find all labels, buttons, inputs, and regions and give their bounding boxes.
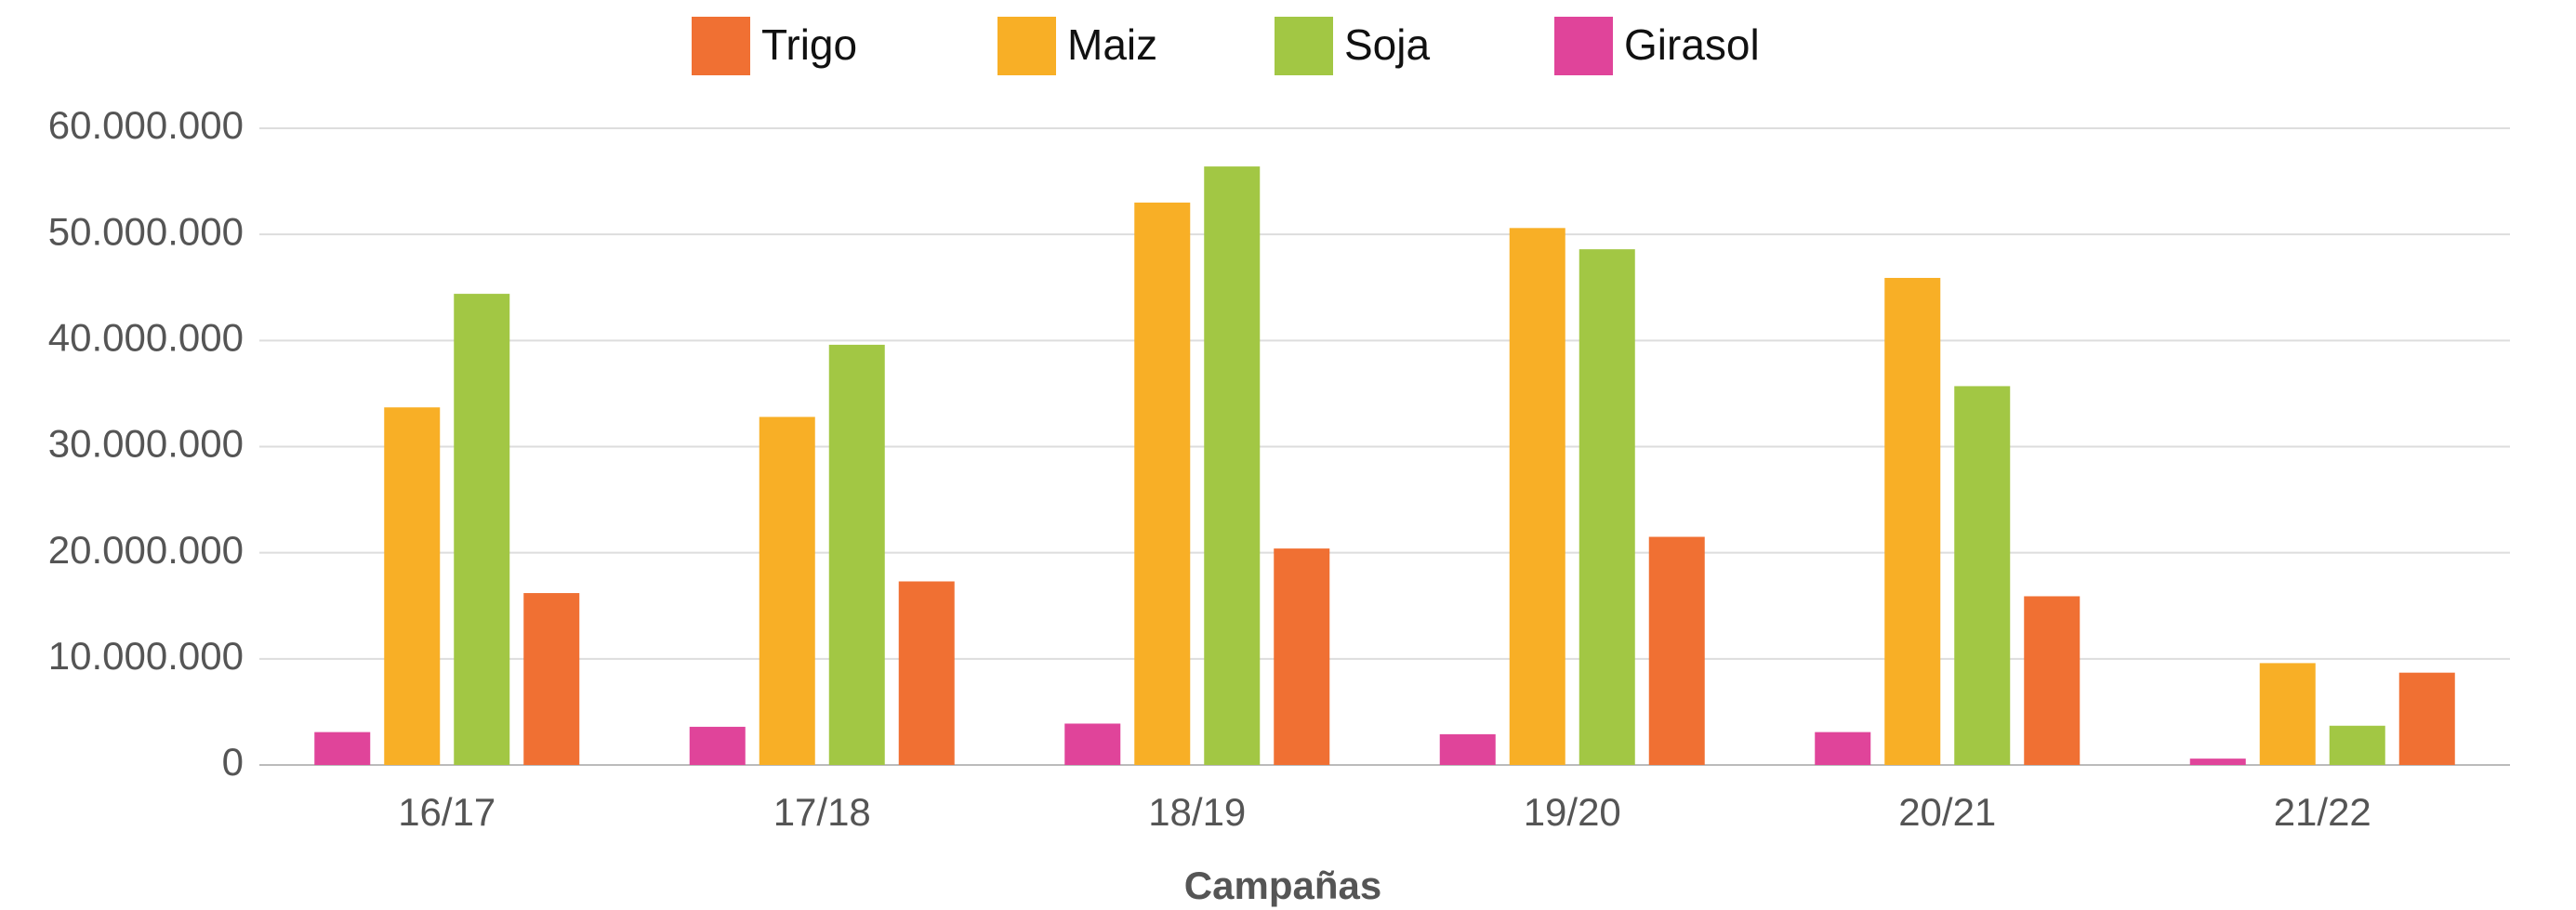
legend-label: Maiz: [1067, 20, 1157, 69]
legend-label: Girasol: [1624, 20, 1760, 69]
legend-swatch: [692, 17, 750, 75]
bar: [2024, 596, 2081, 765]
y-tick-label: 50.000.000: [48, 209, 244, 253]
bar: [1274, 548, 1330, 765]
bar: [314, 732, 371, 765]
bar: [1204, 166, 1261, 766]
bar: [1439, 733, 1496, 765]
bar: [2329, 725, 2385, 765]
x-tick-label: 19/20: [1524, 790, 1621, 834]
y-tick-label: 0: [222, 740, 244, 784]
bar: [898, 581, 955, 765]
bar: [384, 407, 441, 765]
bar: [1579, 249, 1635, 765]
bar: [1509, 228, 1565, 766]
x-tick-label: 18/19: [1148, 790, 1246, 834]
legend-label: Soja: [1344, 20, 1430, 69]
y-tick-label: 10.000.000: [48, 634, 244, 678]
legend-label: Trigo: [761, 20, 857, 69]
x-tick-label: 16/17: [398, 790, 495, 834]
x-tick-label: 17/18: [773, 790, 871, 834]
legend-swatch: [1275, 17, 1333, 75]
bar: [1954, 386, 2011, 765]
bar: [2398, 672, 2455, 765]
bar: [828, 344, 885, 765]
y-tick-label: 20.000.000: [48, 528, 244, 572]
bar: [2259, 663, 2316, 765]
y-tick-label: 40.000.000: [48, 315, 244, 359]
bar: [1134, 202, 1191, 765]
bar: [523, 593, 580, 765]
x-tick-label: 21/22: [2274, 790, 2371, 834]
bar: [1884, 277, 1941, 766]
bar: [1815, 732, 1871, 765]
bar: [2189, 758, 2246, 765]
bar: [1648, 536, 1705, 765]
y-tick-label: 60.000.000: [48, 103, 244, 147]
x-axis-title: Campañas: [1184, 864, 1381, 907]
legend-swatch: [1554, 17, 1613, 75]
x-tick-label: 20/21: [1898, 790, 1996, 834]
bar: [689, 726, 746, 765]
legend-swatch: [997, 17, 1056, 75]
y-tick-label: 30.000.000: [48, 422, 244, 466]
bar: [759, 416, 815, 765]
bar: [1064, 723, 1121, 765]
bar: [454, 294, 510, 765]
